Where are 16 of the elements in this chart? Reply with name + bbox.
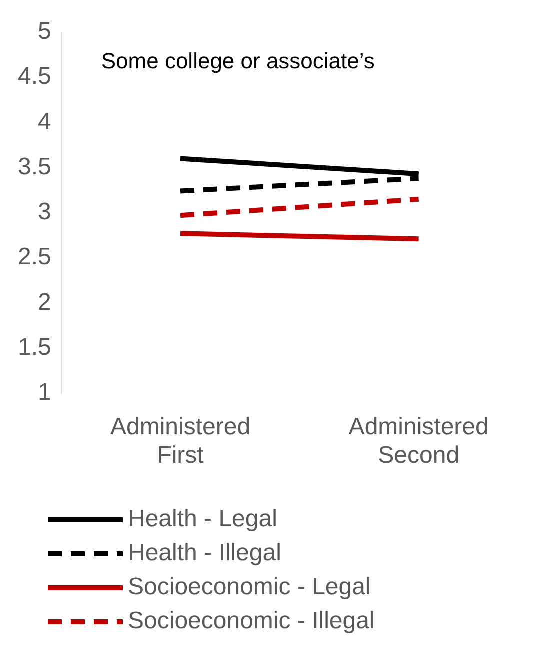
legend-label: Socioeconomic - Illegal bbox=[128, 608, 375, 635]
y-tick-label: 1.5 bbox=[18, 334, 52, 361]
y-tick-label: 2.5 bbox=[18, 244, 52, 271]
y-tick-label: 5 bbox=[38, 18, 52, 46]
legend-label: Health - Illegal bbox=[128, 540, 282, 567]
x-tick-label: Administered First bbox=[110, 413, 251, 470]
x-tick-label: Administered Second bbox=[348, 413, 489, 470]
text: Some college or associate’s bbox=[101, 48, 375, 74]
legend-label: Health - Legal bbox=[128, 506, 278, 533]
y-tick-label: 4.5 bbox=[18, 63, 52, 90]
y-tick-label: 1 bbox=[38, 379, 52, 406]
legend-label: Socioeconomic - Legal bbox=[128, 574, 371, 601]
y-tick-label: 2 bbox=[38, 288, 52, 316]
y-tick-label: 3.5 bbox=[18, 153, 52, 180]
y-tick-label: 4 bbox=[38, 108, 52, 136]
y-tick-label: 3 bbox=[38, 198, 52, 226]
